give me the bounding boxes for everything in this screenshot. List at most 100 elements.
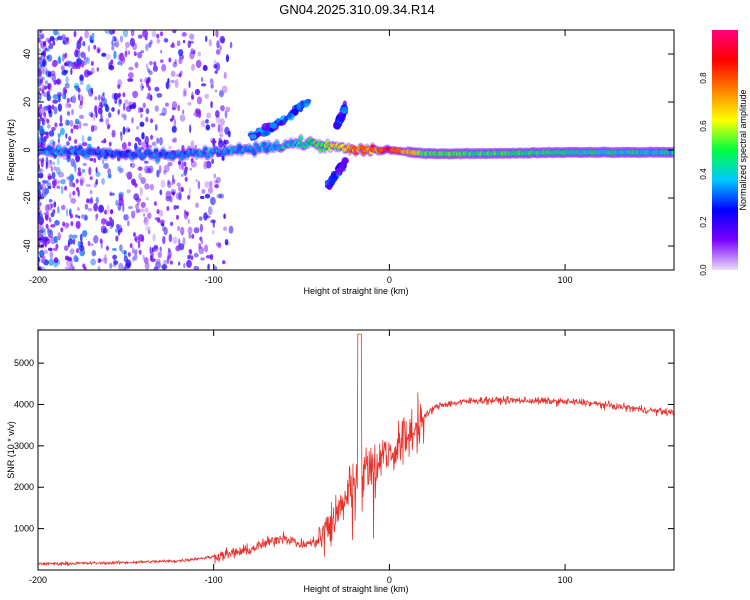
- spectrogram-noise-cell: [128, 66, 134, 71]
- spectrogram-noise-cell: [47, 185, 52, 190]
- spectrogram-noise-cell: [46, 118, 50, 124]
- spectrogram-noise-cell: [88, 243, 94, 247]
- spectrogram-noise-cell: [87, 207, 93, 212]
- x-tick-label: -200: [29, 575, 47, 585]
- y-tick-label: 40: [22, 49, 32, 59]
- spectrogram-noise-cell: [141, 132, 145, 140]
- spectrogram-noise-cell: [71, 95, 77, 104]
- spectrogram-noise-cell: [89, 157, 94, 162]
- spectrogram-noise-cell: [63, 245, 69, 252]
- spectrogram-noise-cell: [60, 227, 64, 233]
- spectrogram-ridge-cell: [325, 140, 330, 146]
- spectrogram-noise-cell: [208, 39, 212, 47]
- spectrogram-noise-cell: [199, 236, 203, 241]
- spectrogram-noise-cell: [153, 201, 157, 206]
- spectrogram-noise-cell: [74, 118, 80, 125]
- spectrogram-noise-cell: [210, 219, 216, 224]
- spectrogram-noise-cell: [91, 249, 97, 257]
- spectrogram-noise-cell: [44, 80, 49, 85]
- spectrogram-noise-cell: [80, 214, 86, 219]
- spectrogram-noise-cell: [189, 167, 193, 171]
- spectrogram-noise-cell: [167, 179, 170, 186]
- spectrogram-noise-cell: [65, 76, 69, 83]
- spectrogram-noise-cell: [52, 208, 56, 214]
- spectrogram-noise-cell: [214, 183, 219, 189]
- spectrogram-noise-cell: [149, 246, 152, 254]
- spectrogram-noise-cell: [145, 63, 149, 70]
- spectrogram-noise-cell: [57, 56, 62, 65]
- spectrogram-noise-cell: [118, 165, 122, 174]
- spectrogram-noise-cell: [156, 33, 160, 39]
- spectrogram-marks: [38, 30, 674, 270]
- spectrogram-noise-cell: [148, 42, 152, 48]
- spectrogram-noise-cell: [51, 126, 56, 132]
- spectrogram-noise-cell: [198, 242, 202, 250]
- spectrogram-noise-cell: [98, 94, 101, 101]
- spectrogram-noise-cell: [44, 47, 48, 52]
- y-tick-label: 5000: [14, 358, 34, 368]
- spectrogram-noise-cell: [69, 192, 72, 200]
- spectrogram-noise-cell: [69, 119, 74, 127]
- spectrogram-branch-cell: [261, 123, 269, 131]
- spectrogram-noise-cell: [134, 61, 139, 69]
- spectrogram-noise-cell: [134, 249, 138, 254]
- page-title: GN04.2025.310.09.34.R14: [279, 2, 434, 17]
- spectrogram-noise-cell: [187, 254, 191, 260]
- spectrogram-noise-cell: [178, 57, 183, 65]
- spectrogram-noise-cell: [120, 55, 126, 64]
- spectrogram-noise-cell: [70, 158, 76, 167]
- spectrogram-noise-cell: [70, 197, 77, 204]
- spectrogram-noise-cell: [139, 121, 145, 127]
- spectrogram-noise-cell: [215, 62, 221, 72]
- spectrogram-branch-cell: [287, 111, 292, 119]
- spectrogram-noise-cell: [223, 213, 226, 220]
- spectrogram-noise-cell: [99, 101, 103, 107]
- spectrogram-noise-cell: [200, 83, 207, 87]
- spectrogram-noise-cell: [138, 233, 144, 242]
- spectrogram-noise-cell: [118, 262, 124, 270]
- spectrogram-noise-cell: [113, 36, 117, 42]
- spectrogram-noise-cell: [214, 89, 218, 93]
- spectrogram-noise-cell: [224, 239, 229, 246]
- spectrogram-noise-cell: [200, 257, 206, 261]
- spectrogram-noise-cell: [142, 254, 145, 261]
- spectrogram-noise-cell: [153, 266, 159, 270]
- spectrogram-noise-cell: [38, 172, 44, 179]
- spectrogram-branch-cell: [335, 168, 340, 175]
- spectrogram-ridge-cell: [97, 154, 103, 159]
- spectrogram-noise-cell: [77, 87, 81, 93]
- spectrogram-noise-cell: [159, 189, 163, 196]
- spectrogram-noise-cell: [53, 257, 59, 264]
- spectrogram-peak-cell: [390, 147, 396, 153]
- spectrogram-noise-cell: [109, 263, 113, 269]
- spectrogram-noise-cell: [150, 118, 154, 124]
- spectrogram-noise-cell: [136, 201, 140, 206]
- spectrogram-noise-cell: [42, 76, 46, 81]
- spectrogram-noise-cell: [64, 82, 70, 89]
- spectrogram-noise-cell: [81, 141, 88, 147]
- spectrogram-noise-cell: [207, 186, 214, 194]
- spectrogram-noise-cell: [99, 118, 104, 123]
- spectrogram-noise-cell: [175, 245, 181, 252]
- snr-series-line: [37, 333, 675, 567]
- spectrogram-noise-cell: [105, 105, 110, 112]
- spectrogram-noise-cell: [191, 63, 195, 72]
- colorbar: 0.0 0.2 0.4 0.6 0.8 Normalized spectral ampl…: [699, 30, 748, 276]
- spectrogram-noise-cell: [150, 134, 154, 140]
- spectrogram-ridge-cell: [274, 140, 280, 146]
- spectrogram-noise-cell: [43, 65, 46, 75]
- spectrogram-noise-cell: [80, 96, 84, 102]
- spectrogram-noise-cell: [159, 246, 162, 252]
- spectrogram-noise-cell: [78, 171, 82, 177]
- spectrogram-noise-cell: [76, 248, 80, 254]
- spectrogram-noise-cell: [42, 139, 46, 147]
- spectrogram-noise-cell: [66, 176, 70, 180]
- spectrogram-branch-cell: [334, 121, 341, 129]
- spectrogram-noise-cell: [115, 235, 119, 242]
- spectrogram-noise-cell: [54, 122, 58, 128]
- spectrogram-noise-cell: [197, 51, 202, 57]
- spectrogram-noise-cell: [195, 59, 202, 69]
- spectrogram-noise-cell: [46, 94, 51, 102]
- spectrogram-noise-cell: [173, 204, 177, 210]
- spectrogram-noise-cell: [72, 160, 77, 169]
